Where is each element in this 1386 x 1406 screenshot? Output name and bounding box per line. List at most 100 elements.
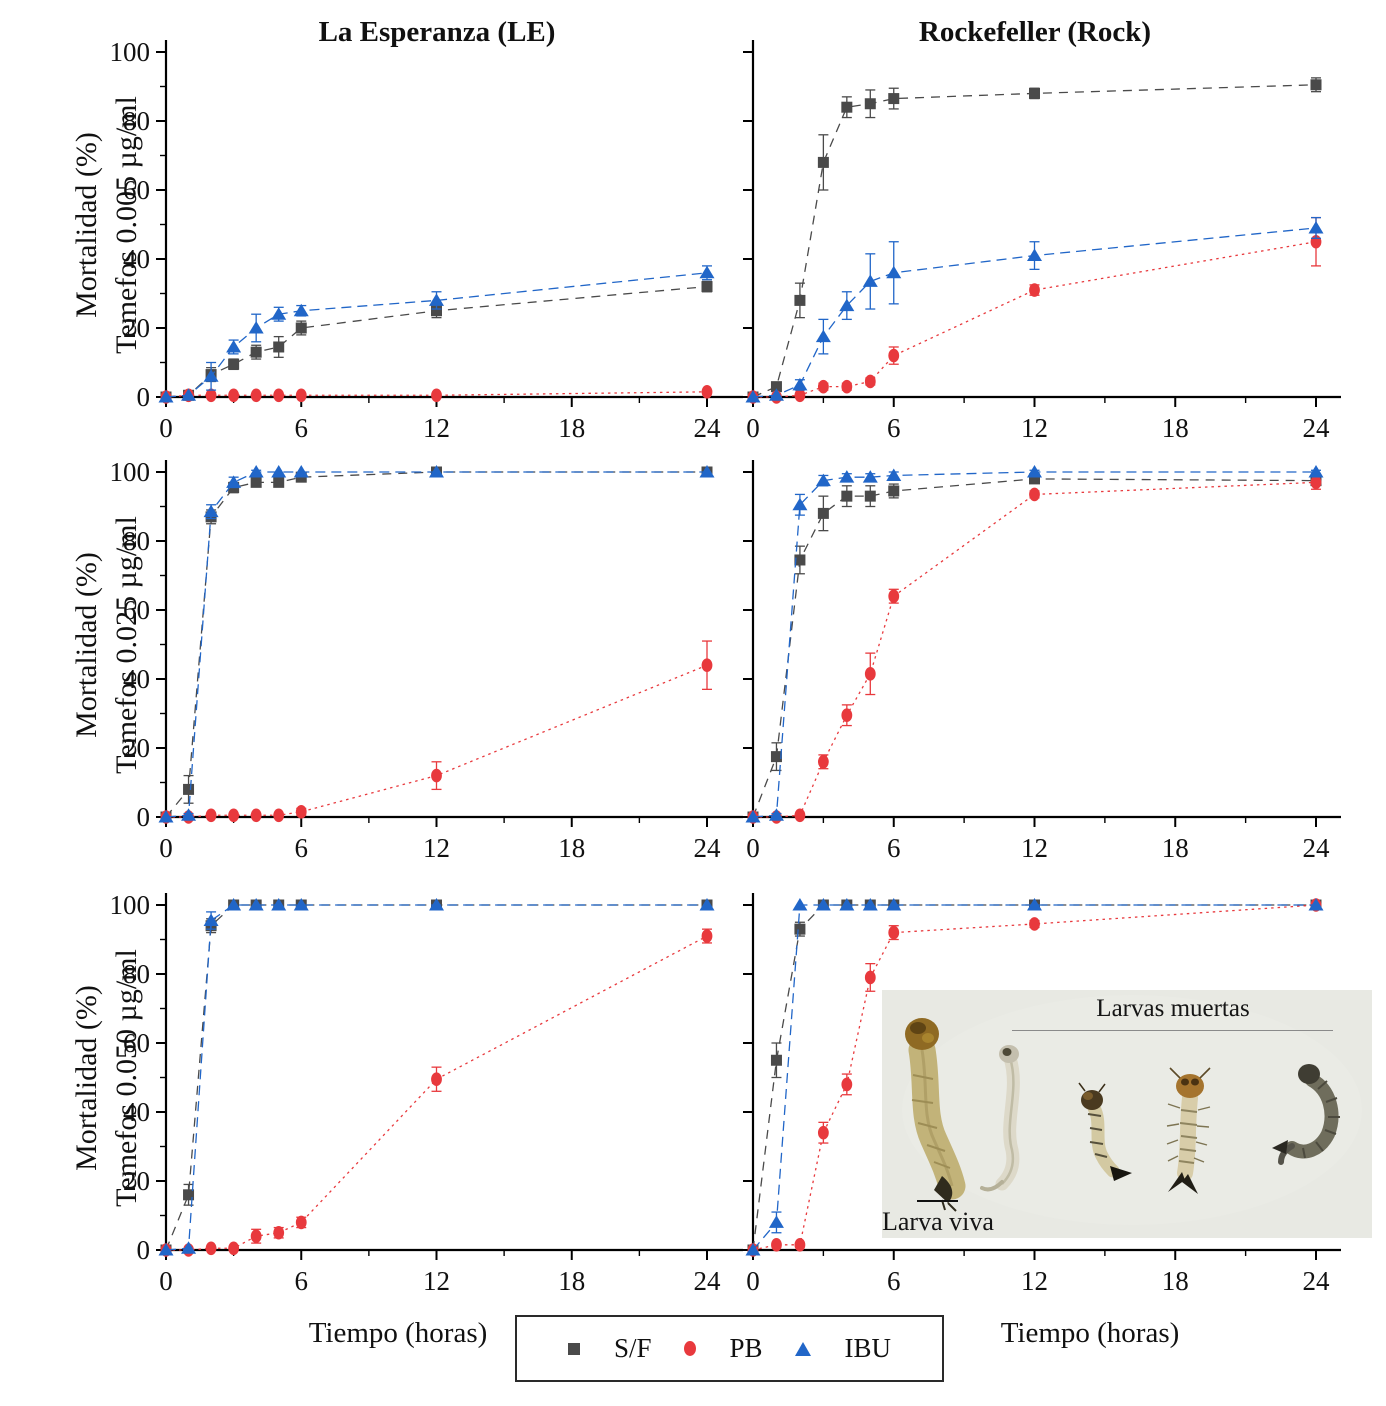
x-tick-label: 6 [295,833,309,863]
data-point-triangle [792,377,808,391]
series-line-IBU [752,471,1316,818]
y-axis-label-mortalidad: Mortalidad (%) [70,985,103,1171]
circle-marker-icon [683,1341,696,1356]
x-tick-label: 0 [159,413,173,443]
data-point-circle [888,925,900,940]
y-axis-label-row1: Mortalidad (%) Temefos 0.005 µg/ml [65,15,149,435]
data-point-triangle [745,1243,761,1256]
series-line-PB [753,481,1317,818]
data-point-circle [295,388,307,403]
data-point-circle [273,808,285,823]
data-point-circle [295,805,307,819]
data-point-triangle [745,390,761,403]
data-point-circle [431,1072,442,1087]
data-point-triangle [815,898,831,911]
data-point-circle [273,388,285,403]
data-point-circle [841,1077,853,1092]
live-larva-label: Larva viva [882,1207,994,1236]
panel-rock-0005: 0 6 12 18 24 [743,40,1341,443]
data-point-square [1029,87,1040,99]
larva-viva-image [905,1018,966,1212]
y-tick-label: 0 [137,802,151,832]
legend-label-ibu: IBU [844,1333,892,1363]
x-tick-label: 12 [1021,1266,1048,1296]
x-tick-label: 18 [558,413,585,443]
larva-muerta-1-image [980,1045,1020,1192]
series-line-PB [166,664,708,818]
y-tick-label: 0 [137,382,151,412]
data-point-square [228,358,240,370]
x-axis-label-right: Tiempo (horas) [1000,1317,1180,1349]
legend-item-pb: PB [683,1333,763,1364]
x-tick-label: 18 [1162,1266,1189,1296]
data-point-triangle [293,303,309,317]
data-point-triangle [158,810,174,823]
data-point-circle [250,388,262,403]
larva-muerta-3-image [1166,1067,1211,1194]
x-tick-label: 0 [746,833,760,863]
data-point-circle [1029,283,1040,297]
y-axis-label-row2: Mortalidad (%) Temefos 0.025 µg/ml [65,435,149,855]
y-axis-label-mortalidad: Mortalidad (%) [70,552,103,738]
data-point-square [841,490,853,502]
data-point-triangle [226,898,242,911]
data-point-square [250,476,262,488]
data-point-triangle [886,468,902,481]
data-point-square [817,156,829,168]
panel-le-0025: 0 6 12 18 24 0 20 40 60 80 100 [110,457,743,863]
data-point-circle [273,1225,285,1240]
triangle-marker-icon [794,1341,811,1356]
data-point-triangle [839,298,855,312]
y-tick-label: 100 [110,890,151,920]
scale-bar [917,1200,958,1202]
data-point-triangle [768,808,784,821]
data-point-circle [794,388,806,403]
data-point-triangle [248,465,264,478]
data-point-triangle [768,388,784,401]
data-point-triangle [862,274,878,287]
data-point-circle [841,379,853,394]
data-point-triangle [792,497,808,511]
data-point-square [888,485,900,497]
y-axis-label-concentration: Temefos 0.025 µg/ml [110,516,143,774]
data-point-circle [295,1215,307,1230]
legend-label-sf: S/F [613,1333,652,1363]
data-point-circle [205,1241,217,1256]
x-tick-label: 0 [159,1266,173,1296]
data-point-square [701,281,713,293]
y-tick-label: 80 [123,959,150,989]
x-tick-label: 6 [295,413,309,443]
x-tick-label: 12 [423,1266,450,1296]
x-tick-label: 6 [887,413,901,443]
legend-item-ibu: IBU [794,1333,892,1364]
y-tick-label: 0 [137,1235,151,1265]
data-point-circle [864,667,876,681]
data-point-triangle [886,265,902,279]
data-point-square [770,381,782,393]
data-point-circle [888,348,900,363]
data-point-circle [888,589,900,603]
data-point-triangle [226,339,242,353]
x-tick-label: 12 [1021,413,1048,443]
panel-le-0005: 0 6 12 18 24 0 20 40 60 80 100 [110,37,743,443]
larvae-photo-inset: Larvas muertas Larva viva [882,990,1372,1238]
data-point-triangle [815,473,831,487]
data-point-square [864,98,876,110]
data-point-circle [701,658,713,672]
data-point-circle [817,1125,829,1140]
x-tick-label: 12 [1021,833,1048,863]
panel-title-la-esperanza: La Esperanza (LE) [318,16,556,48]
series-line-IBU [752,227,1317,398]
x-tick-label: 6 [295,1266,309,1296]
data-point-square [794,923,806,935]
y-tick-label: 40 [123,664,150,694]
data-point-circle [431,768,442,783]
data-point-triangle [768,1215,784,1228]
data-point-square [770,1054,782,1066]
data-point-circle [1029,487,1040,502]
data-point-triangle [203,369,219,382]
larvae-photo [882,990,1372,1238]
legend-box: S/F PB IBU [515,1315,944,1382]
y-tick-label: 100 [110,37,151,67]
